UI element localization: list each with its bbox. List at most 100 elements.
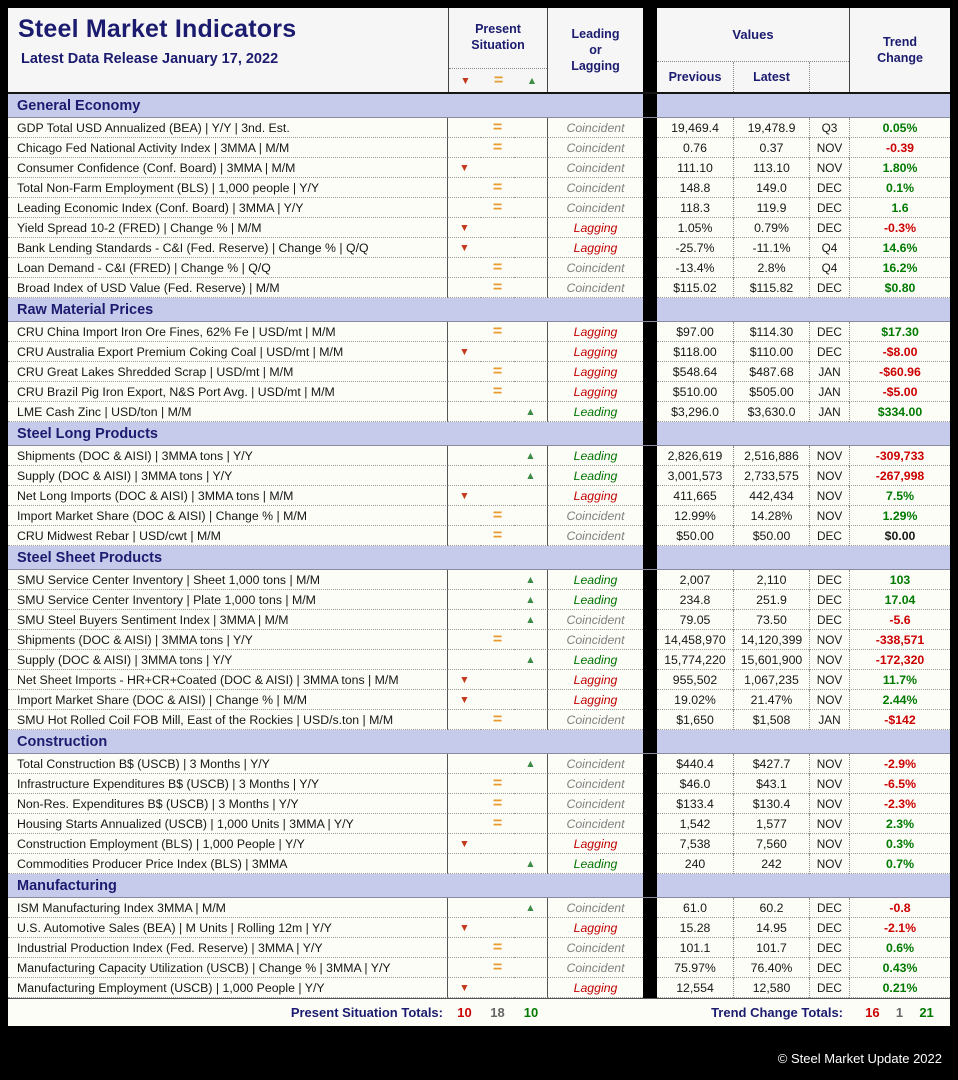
trend-change-value: 2.3% [849,814,950,834]
black-divider-bar [643,298,657,322]
trend-change-totals: 16 1 21 [849,999,950,1026]
situation-down-cell [448,382,481,402]
period-label: DEC [809,178,849,198]
trend-change-value: -267,998 [849,466,950,486]
period-label: NOV [809,834,849,854]
situation-neutral-cell [481,218,514,238]
copyright-notice: © Steel Market Update 2022 [777,1051,942,1066]
period-label: DEC [809,958,849,978]
indicator-label: Infrastructure Expenditures B$ (USCB) | … [8,774,448,794]
latest-value: 1,577 [733,814,809,834]
previous-value: $510.00 [657,382,733,402]
indicator-label: Net Sheet Imports - HR+CR+Coated (DOC & … [8,670,448,690]
latest-value: 0.37 [733,138,809,158]
trend-change-value: 0.05% [849,118,950,138]
trend-change-value: -338,571 [849,630,950,650]
black-divider-bar [643,118,657,138]
timing-label: Coincident [548,278,643,298]
trend-change-value: 1.6 [849,198,950,218]
previous-value: 3,001,573 [657,466,733,486]
situation-up-cell [514,486,548,506]
indicator-label: Broad Index of USD Value (Fed. Reserve) … [8,278,448,298]
indicator-label: Import Market Share (DOC & AISI) | Chang… [8,506,448,526]
section-header-steel-sheet-products: Steel Sheet Products [8,546,643,570]
previous-value: 12,554 [657,978,733,998]
situation-neutral-cell [481,918,514,938]
previous-value: $46.0 [657,774,733,794]
black-divider-bar [643,466,657,486]
timing-label: Coincident [548,198,643,218]
trend-change-value: 0.7% [849,854,950,874]
period-label: DEC [809,278,849,298]
situation-down-cell [448,938,481,958]
situation-up-cell [514,278,548,298]
indicator-label: CRU Midwest Rebar | USD/cwt | M/M [8,526,448,546]
situation-neutral-cell [481,670,514,690]
latest-value: 101.7 [733,938,809,958]
situation-up-cell [514,918,548,938]
situation-up-cell: ▲ [514,402,548,422]
situation-neutral-cell: = [481,774,514,794]
black-divider-bar [643,138,657,158]
trend-change-value: 0.43% [849,958,950,978]
black-divider-bar [643,898,657,918]
black-divider-bar [643,978,657,998]
situation-up-cell [514,382,548,402]
present-totals-neutral: 18 [490,1005,505,1020]
indicator-label: SMU Service Center Inventory | Sheet 1,0… [8,570,448,590]
trend-change-value: -$60.96 [849,362,950,382]
timing-label: Lagging [548,322,643,342]
black-divider-bar [643,94,657,118]
situation-down-cell [448,610,481,630]
black-divider-bar [643,382,657,402]
latest-value: $130.4 [733,794,809,814]
situation-up-cell: ▲ [514,854,548,874]
trend-change-value: -0.3% [849,218,950,238]
latest-value: $43.1 [733,774,809,794]
situation-neutral-cell: = [481,198,514,218]
situation-up-cell [514,158,548,178]
situation-neutral-cell [481,898,514,918]
period-label: NOV [809,854,849,874]
latest-value: 76.40% [733,958,809,978]
previous-value: 7,538 [657,834,733,854]
neutral-equals-icon: = [493,71,504,89]
trend-change-value: -0.8 [849,898,950,918]
section-header-fill [657,298,950,322]
period-label: JAN [809,402,849,422]
period-label: JAN [809,362,849,382]
latest-value: 149.0 [733,178,809,198]
timing-label: Coincident [548,630,643,650]
indicator-table: Steel Market Indicators Latest Data Rele… [8,8,950,1026]
timing-label: Lagging [548,382,643,402]
previous-value: $50.00 [657,526,733,546]
indicator-label: Commodities Producer Price Index (BLS) |… [8,854,448,874]
section-header-construction: Construction [8,730,643,754]
trend-change-value: 103 [849,570,950,590]
present-totals-down: 10 [457,1005,472,1020]
situation-down-cell [448,258,481,278]
situation-up-cell: ▲ [514,650,548,670]
period-label: NOV [809,794,849,814]
situation-up-cell [514,690,548,710]
period-label: NOV [809,158,849,178]
period-label: NOV [809,774,849,794]
previous-value: $118.00 [657,342,733,362]
black-divider-bar [643,958,657,978]
black-divider-bar [643,610,657,630]
situation-down-cell [448,138,481,158]
black-divider-bar [643,570,657,590]
leading-lagging-header: Leading or Lagging [571,26,620,74]
trend-change-value: -5.6 [849,610,950,630]
situation-neutral-cell [481,158,514,178]
previous-value: 15.28 [657,918,733,938]
present-totals-up: 10 [523,1005,539,1020]
situation-neutral-cell [481,590,514,610]
period-label: JAN [809,710,849,730]
black-divider-bar [643,546,657,570]
black-divider-bar [643,918,657,938]
black-divider-bar [643,630,657,650]
page-title: Steel Market Indicators [18,15,297,43]
previous-value: 14,458,970 [657,630,733,650]
trend-change-header: Trend Change [849,8,950,92]
